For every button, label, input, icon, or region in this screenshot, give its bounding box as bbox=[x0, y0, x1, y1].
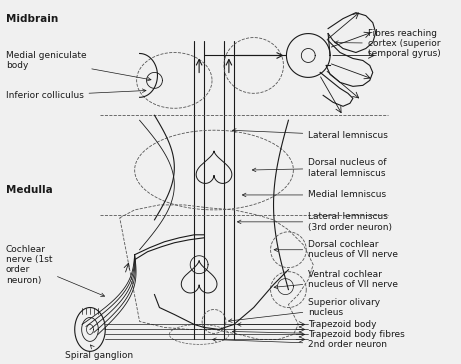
Text: 2nd order neuron: 2nd order neuron bbox=[213, 338, 387, 349]
Text: Midbrain: Midbrain bbox=[6, 13, 58, 24]
Text: Dorsal cochlear
nucleus of VII nerve: Dorsal cochlear nucleus of VII nerve bbox=[274, 240, 398, 260]
Text: Dorsal nucleus of
lateral lemniscus: Dorsal nucleus of lateral lemniscus bbox=[252, 158, 387, 178]
Text: Trapezoid body: Trapezoid body bbox=[237, 320, 377, 329]
Text: Medial lemniscus: Medial lemniscus bbox=[242, 190, 386, 199]
Text: Spiral ganglion: Spiral ganglion bbox=[65, 345, 133, 360]
Text: Cochlear
nerve (1st
order
neuron): Cochlear nerve (1st order neuron) bbox=[6, 245, 105, 296]
Text: Lateral lemniscus: Lateral lemniscus bbox=[232, 129, 388, 140]
Text: Medulla: Medulla bbox=[6, 185, 53, 195]
Text: Trapezoid body fibres: Trapezoid body fibres bbox=[232, 330, 405, 339]
Text: Inferior colliculus: Inferior colliculus bbox=[6, 89, 146, 100]
Text: Lateral lemniscus
(3rd order neuron): Lateral lemniscus (3rd order neuron) bbox=[237, 212, 392, 232]
Text: Medial geniculate
body: Medial geniculate body bbox=[6, 51, 151, 81]
Text: Fibres reaching
cortex (superior
temporal gyrus): Fibres reaching cortex (superior tempora… bbox=[335, 29, 441, 58]
Text: Ventral cochlear
nucleus of VII nerve: Ventral cochlear nucleus of VII nerve bbox=[274, 270, 398, 289]
Text: Superior olivary
nucleus: Superior olivary nucleus bbox=[229, 298, 380, 323]
